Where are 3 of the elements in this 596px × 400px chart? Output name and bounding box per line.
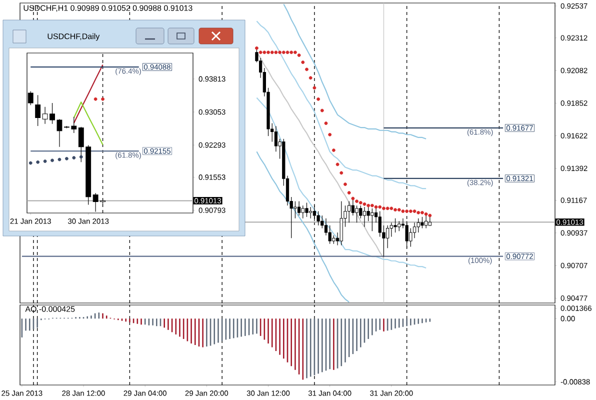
chart-title: USDCHF,Daily: [48, 33, 100, 41]
chart-title: AO -0.000425: [25, 306, 75, 312]
chart-title: USDCHF,H1 0.90989 0.91052 0.90988 0.91013: [24, 5, 192, 12]
